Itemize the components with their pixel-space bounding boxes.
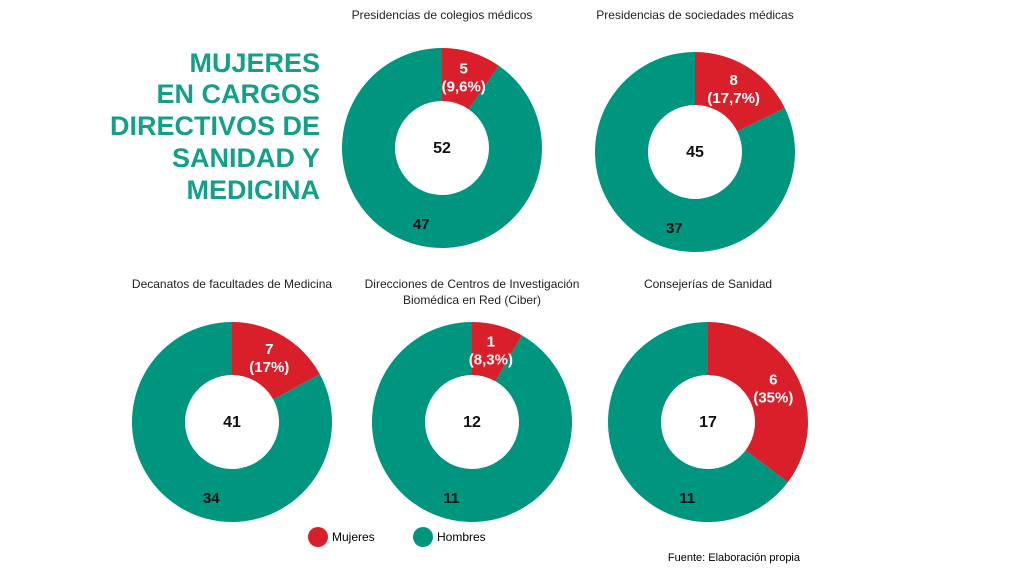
value-label: 37 bbox=[666, 220, 683, 237]
value-label: 11 bbox=[679, 490, 695, 507]
donut-segment bbox=[595, 52, 795, 252]
chart-title: Decanatos de facultades de Medicina bbox=[132, 277, 332, 291]
main-title: EN CARGOS bbox=[156, 79, 320, 109]
donut-segment bbox=[371, 322, 572, 522]
chart-title: Biomédica en Red (Ciber) bbox=[403, 293, 541, 307]
value-label: 7 bbox=[265, 341, 273, 358]
main-title: MUJERES bbox=[189, 48, 320, 78]
donut-segment bbox=[472, 322, 522, 382]
percent-label: (17,7%) bbox=[707, 90, 760, 107]
main-title: SANIDAD Y bbox=[172, 143, 320, 173]
main-title: MEDICINA bbox=[187, 175, 321, 205]
total-label: 52 bbox=[433, 140, 451, 157]
percent-label: (9,6%) bbox=[442, 78, 486, 95]
chart-title: Presidencias de colegios médicos bbox=[352, 8, 533, 22]
donut-segment bbox=[442, 48, 499, 110]
chart-title: Presidencias de sociedades médicas bbox=[596, 8, 793, 22]
percent-label: (35%) bbox=[753, 389, 793, 406]
donut-segment bbox=[708, 322, 808, 483]
source: Fuente: Elaboración propia bbox=[668, 552, 801, 564]
value-label: 8 bbox=[730, 72, 738, 89]
value-label: 34 bbox=[203, 490, 220, 507]
donut-segment bbox=[232, 322, 320, 400]
percent-label: (17%) bbox=[249, 359, 289, 376]
percent-label: (8,3%) bbox=[469, 351, 513, 368]
chart-title: Direcciones de Centros de Investigación bbox=[365, 277, 580, 291]
donut-segment bbox=[132, 322, 333, 523]
total-label: 41 bbox=[223, 414, 241, 431]
donut-segment bbox=[608, 322, 788, 523]
value-label: 6 bbox=[769, 371, 777, 388]
donut-segment bbox=[341, 48, 543, 248]
total-label: 17 bbox=[699, 414, 717, 431]
legend-swatch bbox=[308, 527, 328, 547]
legend-swatch bbox=[413, 527, 433, 547]
value-label: 1 bbox=[487, 333, 495, 350]
total-label: 12 bbox=[463, 414, 481, 431]
value-label: 47 bbox=[413, 216, 430, 233]
donut-segment bbox=[695, 52, 785, 132]
chart-title: Consejerías de Sanidad bbox=[644, 277, 772, 291]
value-label: 11 bbox=[443, 490, 459, 507]
legend-label: Mujeres bbox=[332, 530, 375, 544]
total-label: 45 bbox=[686, 144, 704, 161]
main-title: DIRECTIVOS DE bbox=[110, 111, 320, 141]
value-label: 5 bbox=[460, 60, 468, 77]
legend-label: Hombres bbox=[437, 530, 486, 544]
